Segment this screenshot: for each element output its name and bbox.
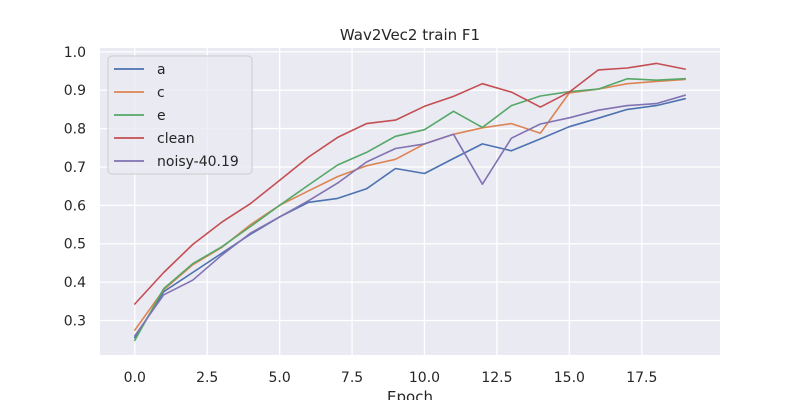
x-tick-label: 12.5 [481, 370, 512, 386]
axis-ticks: 0.0 2.5 5.0 7.5 10.0 12.5 15.0 17.5 0.3 0.4 0.5 0.6… [64, 45, 658, 386]
series-line-noisy-40.19 [134, 94, 687, 337]
legend-label: e [157, 108, 166, 124]
series-line-e [134, 77, 687, 342]
legend-items: ace clean noisy-40.19 [114, 62, 239, 170]
series-line-clean [134, 62, 687, 305]
x-tick-label: 15.0 [554, 370, 585, 386]
legend-frame [107, 55, 253, 175]
x-tick-label: 5.0 [268, 370, 290, 386]
legend-label: clean [157, 131, 195, 147]
x-tick-label: 7.5 [341, 370, 363, 386]
y-tick-label: 0.3 [64, 313, 86, 329]
x-axis-label: Epoch [387, 388, 433, 400]
series-line-a [134, 97, 687, 339]
legend-label: noisy-40.19 [157, 154, 239, 170]
legend: ace clean noisy-40.19 [107, 55, 253, 175]
y-tick-label: 0.4 [64, 275, 86, 291]
chart-title: Wav2Vec2 train F1 [340, 26, 480, 44]
x-tick-label: 2.5 [196, 370, 218, 386]
y-tick-label: 1.0 [64, 45, 86, 61]
y-tick-label: 0.5 [64, 237, 86, 253]
grid-lines [100, 48, 720, 355]
legend-label: c [157, 85, 165, 101]
x-tick-label: 10.0 [409, 370, 440, 386]
y-tick-label: 0.7 [64, 160, 86, 176]
legend-label: a [157, 62, 166, 78]
x-tick-label: 17.5 [626, 370, 657, 386]
y-tick-label: 0.8 [64, 122, 86, 138]
x-tick-label: 0.0 [124, 370, 146, 386]
series-lines [134, 62, 687, 342]
y-tick-label: 0.6 [64, 198, 86, 214]
y-tick-label: 0.9 [64, 83, 86, 99]
